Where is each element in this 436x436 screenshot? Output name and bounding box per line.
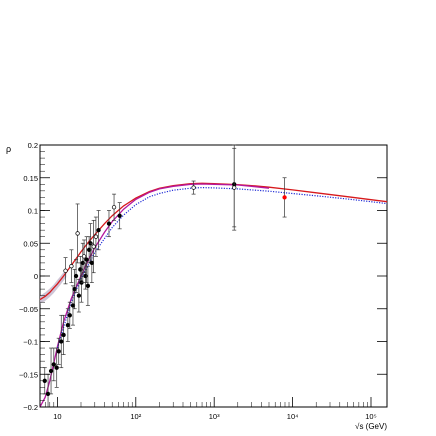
uncertainty-band-layer <box>40 269 66 304</box>
data-marker <box>55 366 59 370</box>
data-point <box>52 348 56 381</box>
x-tick-label: 10² <box>130 412 141 421</box>
data-point <box>107 211 111 237</box>
data-point <box>62 315 66 354</box>
data-marker <box>77 294 81 298</box>
y-tick-label: 0.2 <box>28 141 38 150</box>
data-marker <box>74 274 78 278</box>
uncertainty-band <box>40 269 66 304</box>
data-marker <box>57 350 61 354</box>
x-tick-label: 10³ <box>209 412 220 421</box>
data-point <box>283 178 287 217</box>
data-marker <box>59 340 63 344</box>
x-axis-title: √s (GeV) <box>355 422 387 431</box>
data-point <box>49 348 53 394</box>
y-tick-label: −0.1 <box>23 338 38 347</box>
y-tick-label: −0.15 <box>19 370 38 379</box>
data-marker <box>90 261 94 265</box>
x-axis-ticks: 10 10² 10³ 10⁴ 10⁵ <box>40 397 377 421</box>
data-point <box>69 250 73 283</box>
data-points-layer <box>43 145 287 407</box>
data-marker <box>68 314 72 318</box>
model-curves-layer <box>40 183 387 407</box>
y-tick-label: 0.15 <box>23 174 38 183</box>
data-marker <box>94 235 98 239</box>
data-marker <box>97 228 101 232</box>
y-tick-label: 0 <box>34 272 38 281</box>
data-marker <box>71 304 75 308</box>
data-point <box>94 217 98 256</box>
data-marker <box>76 232 80 236</box>
data-marker <box>85 258 89 262</box>
data-marker <box>92 245 96 249</box>
data-marker <box>64 269 68 273</box>
data-point <box>232 148 236 227</box>
data-marker <box>192 186 196 190</box>
y-tick-label: 0.1 <box>28 207 38 216</box>
y-axis-title: ρ <box>6 144 11 154</box>
data-point <box>118 203 122 229</box>
x-tick-label: 10⁵ <box>365 412 376 421</box>
data-marker <box>70 264 74 268</box>
data-marker <box>86 284 90 288</box>
data-marker <box>62 333 66 337</box>
data-marker <box>283 196 287 200</box>
y-tick-label: −0.2 <box>23 403 38 412</box>
y-tick-label: −0.05 <box>19 305 38 314</box>
data-marker <box>66 323 70 327</box>
data-marker <box>52 363 56 367</box>
data-point <box>112 194 116 220</box>
data-marker <box>112 205 116 209</box>
data-marker <box>49 369 53 373</box>
data-marker <box>107 222 111 226</box>
x-tick-label: 10 <box>53 412 61 421</box>
data-marker <box>118 214 122 218</box>
model-curve-3 <box>57 188 387 348</box>
data-marker <box>232 186 236 190</box>
y-tick-label: 0.05 <box>23 239 38 248</box>
x-tick-label: 10⁴ <box>287 412 299 421</box>
data-marker <box>82 255 86 259</box>
